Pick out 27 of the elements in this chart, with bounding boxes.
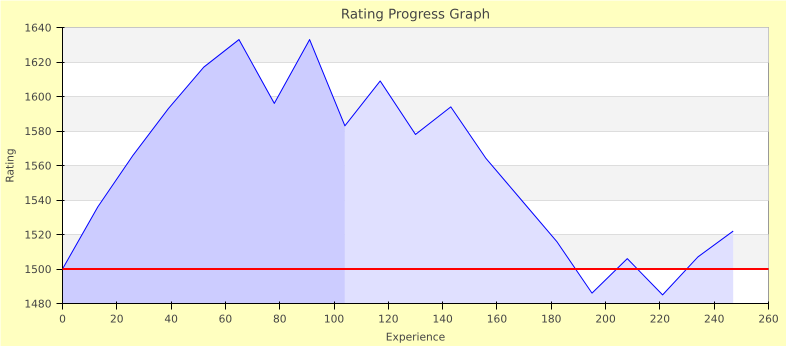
x-tick-label: 260 [758, 312, 779, 326]
x-tick-label: 200 [595, 312, 616, 326]
x-tick-label: 60 [218, 312, 232, 326]
x-tick-label: 0 [59, 312, 66, 326]
x-tick-label: 240 [704, 312, 725, 326]
y-tick-label: 1520 [24, 228, 52, 242]
x-tick-label: 120 [378, 312, 399, 326]
x-tick-label: 20 [110, 312, 124, 326]
y-tick-label: 1600 [24, 90, 52, 104]
y-tick-label: 1560 [24, 160, 52, 172]
y-tick-label: 1640 [24, 22, 52, 34]
y-tick-label: 1540 [24, 194, 52, 207]
y-axis-title: Rating [3, 148, 16, 183]
x-axis-title: Experience [386, 330, 446, 344]
line-series [62, 39, 734, 296]
x-tick-label: 180 [541, 312, 562, 326]
x-tick-label: 40 [164, 312, 178, 326]
y-tick-label: 1480 [24, 298, 52, 310]
y-tick-label: 1500 [24, 263, 52, 276]
x-tick-label: 100 [324, 312, 344, 326]
x-tick-label: 80 [272, 312, 287, 326]
chart-title: Rating Progress Graph [340, 8, 490, 22]
x-tick-label: 220 [650, 312, 670, 326]
x-tick-label: 140 [432, 312, 454, 326]
x-tick-label: 160 [486, 312, 508, 326]
y-tick-label: 1620 [24, 56, 52, 69]
y-tick-label: 1580 [24, 125, 52, 138]
